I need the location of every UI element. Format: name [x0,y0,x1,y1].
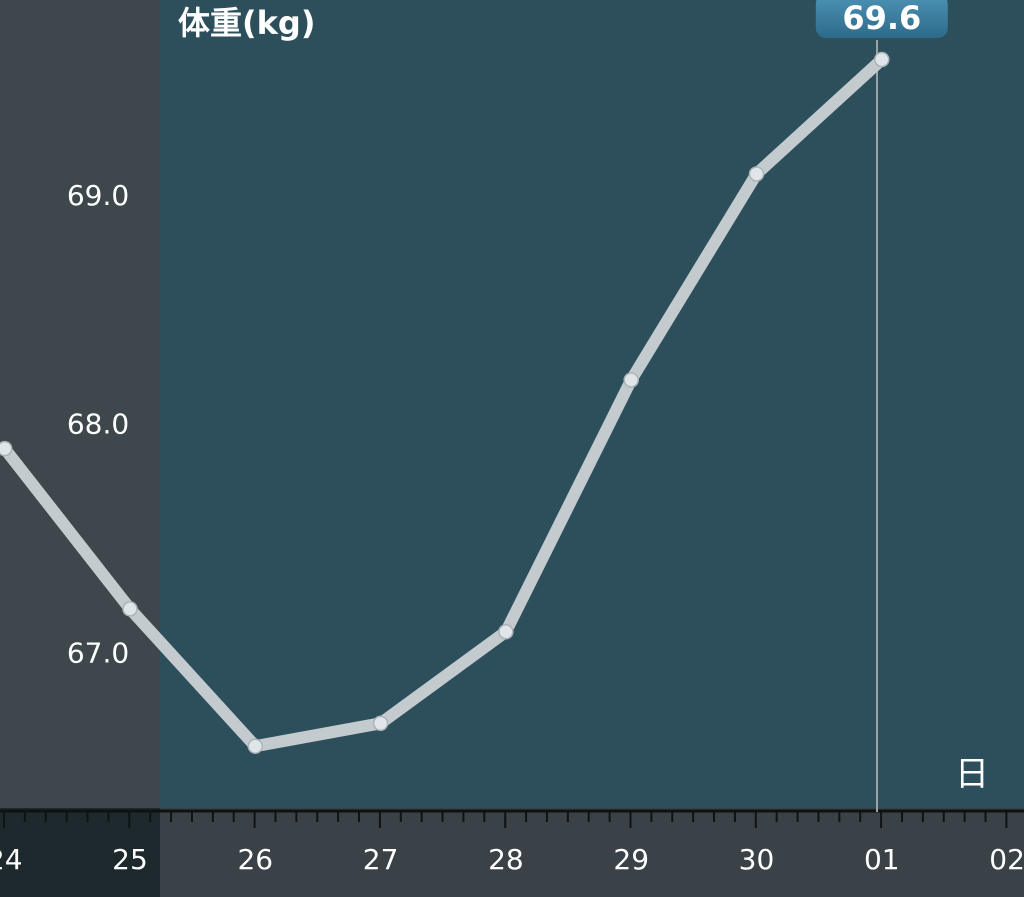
x-axis-strip-past [0,808,160,897]
data-point [623,372,639,388]
data-point [748,166,765,182]
data-point [0,440,13,457]
x-tick-label: 26 [237,843,273,876]
value-tooltip-label: 69.6 [842,0,921,37]
y-tick-label: 67.0 [67,637,129,670]
x-tick-label: 24 [0,843,23,876]
x-ticks [3,812,1008,828]
x-tick-label: 30 [739,843,775,876]
x-tick-label: 29 [613,843,649,876]
data-point [498,624,514,640]
x-axis-label: 日 [955,755,989,795]
x-tick-label: 25 [112,843,148,876]
value-tooltip [815,0,948,38]
y-tick-label: 68.0 [67,408,129,441]
x-axis-strip [0,808,1024,897]
plot [0,51,890,754]
data-line [0,53,888,753]
past-panel [0,0,160,808]
chart-title: 体重(kg) [178,4,315,42]
x-tick-label: 28 [488,843,524,876]
x-tick-label: 27 [363,843,399,876]
x-tick-label: 02 [989,843,1024,876]
y-tick-label: 69.0 [67,179,129,212]
data-point [874,51,890,68]
data-point [247,738,264,754]
data-point [372,715,389,732]
data-point [122,601,138,617]
x-tick-label: 01 [864,843,900,876]
plot-background [0,0,1024,808]
